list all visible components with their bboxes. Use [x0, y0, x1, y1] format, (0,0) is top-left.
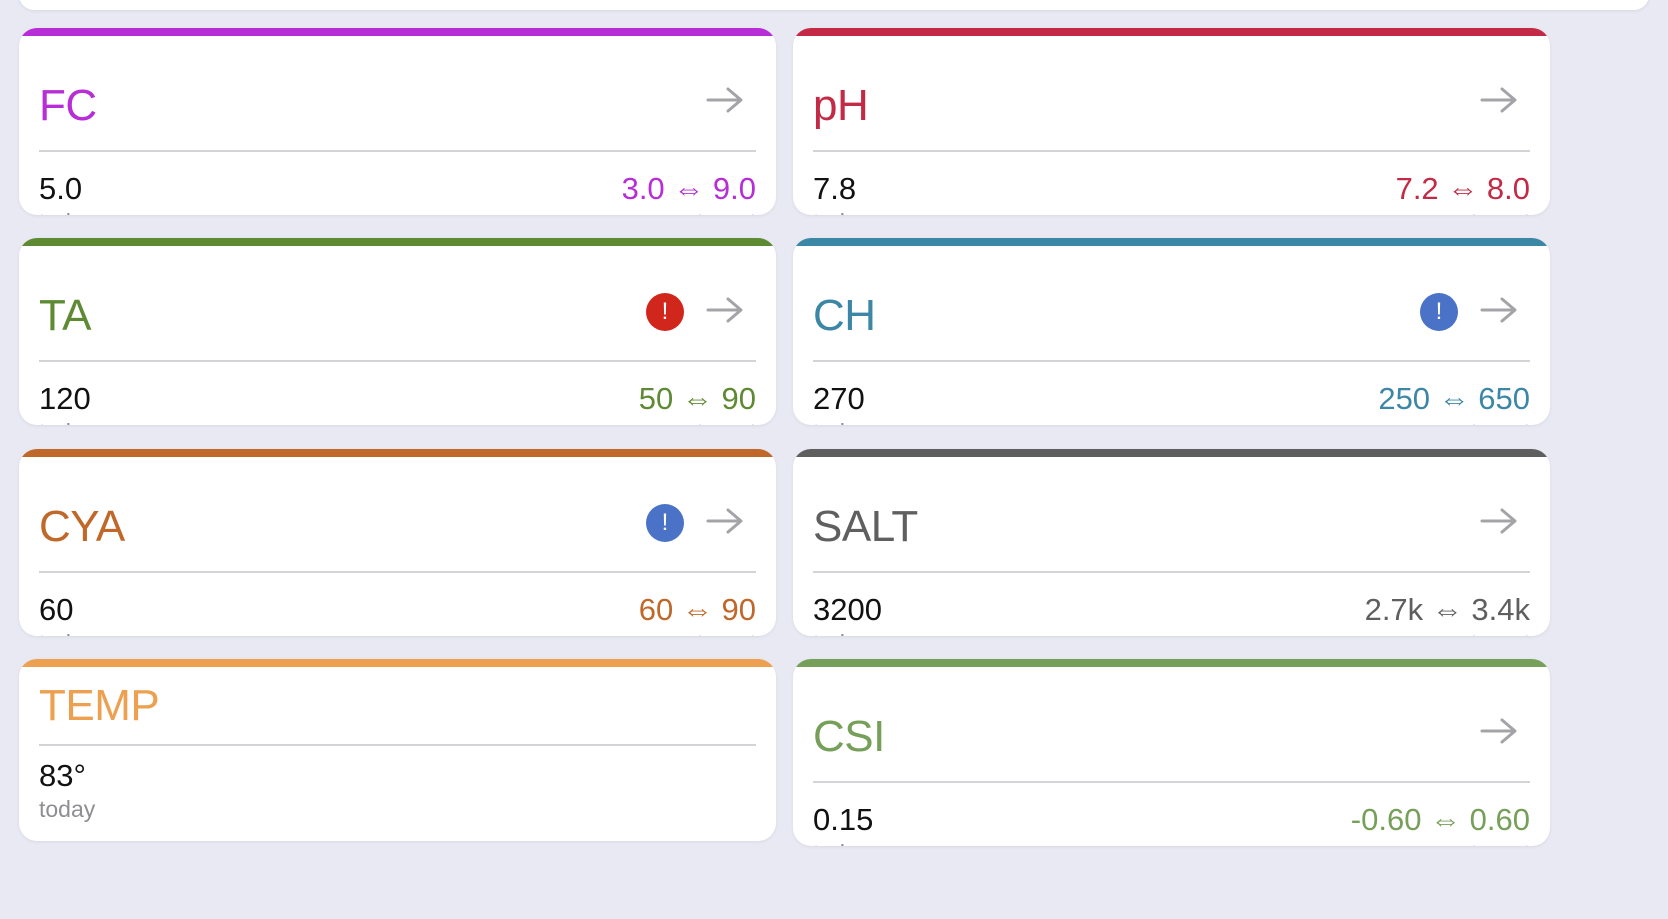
top-card-edge [19, 0, 1649, 10]
target-range: 3.0 ⇔ 9.0 [621, 171, 756, 206]
target-range: -0.60 ⇔ 0.60 [1350, 802, 1530, 837]
alert-circle-icon[interactable]: ! [646, 504, 684, 542]
arrow-right-icon[interactable] [1480, 86, 1518, 114]
card-ch[interactable]: CH ! 270 today 250 ⇔ 650 target [793, 238, 1550, 425]
reading-date-label: today [813, 208, 869, 215]
card-title: CSI [813, 712, 885, 761]
reading-value: 7.8 [813, 171, 857, 206]
target-label: target [697, 629, 756, 636]
card-divider [813, 781, 1530, 783]
reading-value: 270 [813, 381, 865, 416]
card-accent-bar [793, 28, 1550, 36]
arrow-right-icon[interactable] [1480, 296, 1518, 324]
alert-circle-icon[interactable]: ! [646, 293, 684, 331]
card-accent-bar [793, 449, 1550, 457]
arrow-right-icon[interactable] [1480, 507, 1518, 535]
reading-date-label: today [813, 629, 869, 636]
card-divider [813, 150, 1530, 152]
target-range: 7.2 ⇔ 8.0 [1395, 171, 1530, 206]
reading-value: 60 [39, 592, 74, 627]
card-title: FC [39, 81, 97, 130]
card-divider [39, 150, 756, 152]
target-label: target [697, 418, 756, 425]
reading-value: 3200 [813, 592, 882, 627]
card-title: SALT [813, 502, 918, 551]
target-label: target [1471, 418, 1530, 425]
reading-date-label: today [39, 629, 95, 636]
card-temp[interactable]: TEMP 83° today [19, 659, 776, 841]
card-accent-bar [19, 659, 776, 667]
reading-value: 5.0 [39, 171, 83, 206]
card-title: CH [813, 291, 876, 340]
target-range: 2.7k ⇔ 3.4k [1364, 592, 1530, 627]
card-accent-bar [19, 238, 776, 246]
arrow-right-icon[interactable] [1480, 717, 1518, 745]
target-label: target [1471, 629, 1530, 636]
card-accent-bar [19, 28, 776, 36]
arrow-right-icon[interactable] [706, 296, 744, 324]
card-divider [39, 360, 756, 362]
target-range: 50 ⇔ 90 [638, 381, 756, 416]
reading-value: 83° [39, 758, 86, 793]
target-range: 60 ⇔ 90 [638, 592, 756, 627]
arrow-right-icon[interactable] [706, 86, 744, 114]
reading-date-label: today [813, 418, 869, 425]
reading-date-label: today [813, 839, 869, 846]
target-range: 250 ⇔ 650 [1378, 381, 1530, 416]
card-salt[interactable]: SALT 3200 today 2.7k ⇔ 3.4k target [793, 449, 1550, 636]
card-csi[interactable]: CSI 0.15 today -0.60 ⇔ 0.60 target [793, 659, 1550, 846]
card-ph[interactable]: pH 7.8 today 7.2 ⇔ 8.0 target [793, 28, 1550, 215]
card-title: TEMP [39, 681, 160, 730]
reading-date-label: today [39, 796, 96, 822]
card-accent-bar [19, 449, 776, 457]
card-title: CYA [39, 502, 125, 551]
reading-value: 120 [39, 381, 91, 416]
reading-value: 0.15 [813, 802, 874, 837]
card-divider [813, 571, 1530, 573]
target-label: target [1471, 839, 1530, 846]
reading-date-label: today [39, 208, 95, 215]
card-divider [39, 744, 756, 746]
target-label: target [1471, 208, 1530, 215]
card-accent-bar [793, 659, 1550, 667]
card-fc[interactable]: FC 5.0 today 3.0 ⇔ 9.0 target [19, 28, 776, 215]
target-label: target [697, 208, 756, 215]
arrow-right-icon[interactable] [706, 507, 744, 535]
alert-circle-icon[interactable]: ! [1420, 293, 1458, 331]
card-cya[interactable]: CYA ! 60 today 60 ⇔ 90 target [19, 449, 776, 636]
card-title: TA [39, 291, 91, 340]
reading-date-label: today [39, 418, 95, 425]
card-accent-bar [793, 238, 1550, 246]
card-divider [39, 571, 756, 573]
card-divider [813, 360, 1530, 362]
card-title: pH [813, 81, 869, 130]
card-ta[interactable]: TA ! 120 today 50 ⇔ 90 target [19, 238, 776, 425]
